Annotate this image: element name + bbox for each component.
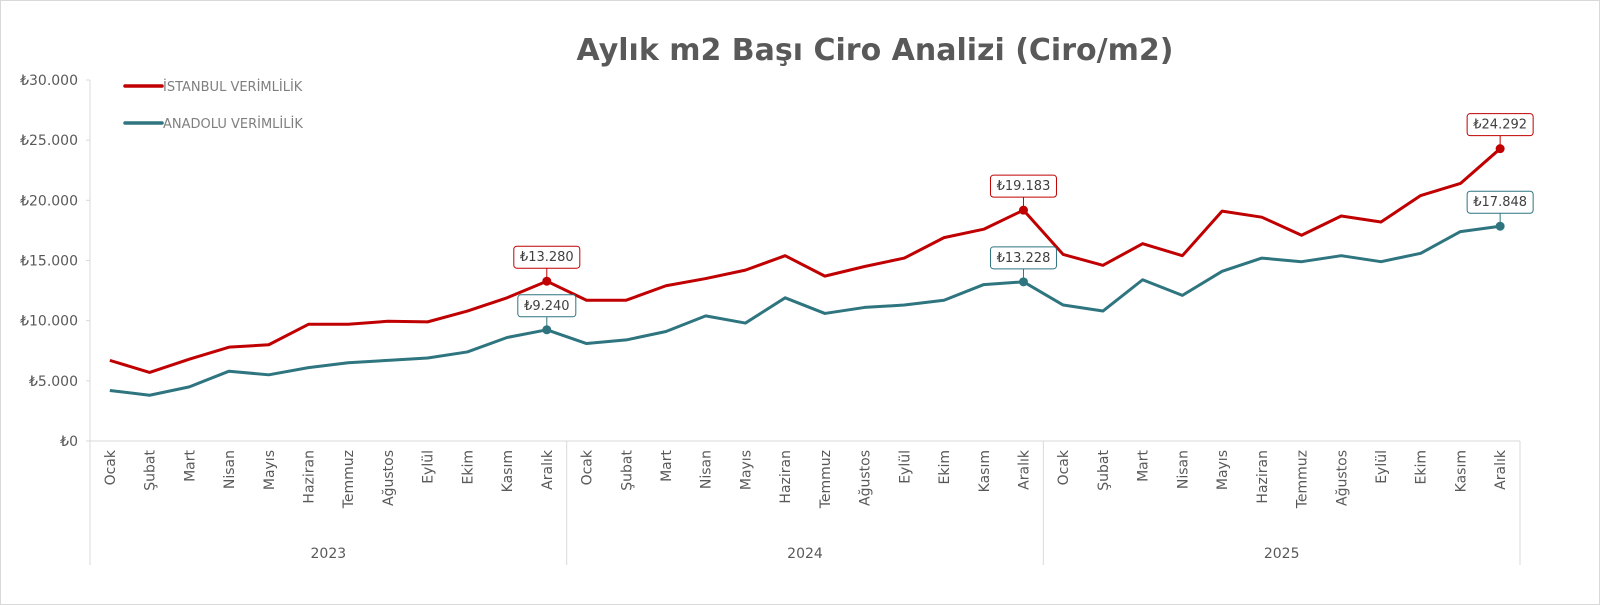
- x-tick-label: Ağustos: [858, 450, 874, 506]
- data-label: ₺19.183: [997, 179, 1051, 194]
- x-tick-label: Temmuz: [341, 450, 357, 509]
- x-tick-label: Şubat: [143, 449, 159, 490]
- x-tick-label: Haziran: [778, 450, 794, 504]
- x-year-label: 2023: [311, 546, 347, 562]
- x-tick-label: Nisan: [1175, 450, 1191, 489]
- x-tick-label: Ocak: [580, 449, 596, 485]
- x-tick-label: Mart: [182, 449, 198, 481]
- data-label-box: [989, 246, 1057, 270]
- y-tick-label: ₺10.000: [20, 314, 78, 330]
- data-label-box: [1466, 190, 1534, 214]
- x-tick-label: Aralık: [1493, 449, 1509, 490]
- x-tick-label: Aralık: [1016, 449, 1032, 490]
- x-tick-label: Temmuz: [1295, 450, 1311, 509]
- legend-label: İSTANBUL VERİMLİLİK: [163, 79, 303, 95]
- y-tick-label: ₺25.000: [20, 133, 78, 149]
- x-tick-label: Kasım: [500, 450, 516, 492]
- x-year-label: 2025: [1264, 546, 1300, 562]
- data-label: ₺13.280: [520, 250, 574, 265]
- data-label: ₺17.848: [1473, 195, 1527, 210]
- x-tick-label: Mart: [1136, 449, 1152, 481]
- legend-label: ANADOLU VERİMLİLİK: [163, 116, 303, 132]
- y-tick-label: ₺20.000: [20, 193, 78, 209]
- x-tick-label: Ocak: [103, 449, 119, 485]
- x-year-label: 2024: [787, 546, 823, 562]
- data-label-box: [517, 294, 577, 318]
- data-label-box: [513, 245, 581, 269]
- data-label: ₺13.228: [997, 251, 1051, 266]
- x-tick-label: Ağustos: [1334, 450, 1350, 506]
- x-tick-label: Eylül: [1374, 450, 1390, 484]
- data-label-box: [989, 174, 1057, 198]
- data-label-box: [1466, 113, 1534, 137]
- x-tick-label: Ekim: [460, 450, 476, 484]
- y-tick-label: ₺30.000: [20, 73, 78, 89]
- x-tick-label: Aralık: [540, 449, 556, 490]
- y-tick-label: ₺15.000: [20, 254, 78, 270]
- chart-title: Aylık m2 Başı Ciro Analizi (Ciro/m2): [577, 33, 1174, 68]
- x-tick-label: Ocak: [1056, 449, 1072, 485]
- x-tick-label: Mayıs: [262, 450, 278, 490]
- x-tick-label: Ekim: [937, 450, 953, 484]
- x-tick-label: Nisan: [699, 450, 715, 489]
- x-tick-label: Mart: [659, 449, 675, 481]
- x-tick-label: Temmuz: [818, 450, 834, 509]
- x-tick-label: Nisan: [222, 450, 238, 489]
- x-tick-label: Eylül: [897, 450, 913, 484]
- x-tick-label: Şubat: [619, 449, 635, 490]
- x-tick-label: Ağustos: [381, 450, 397, 506]
- x-tick-label: Kasım: [977, 450, 993, 492]
- x-tick-label: Kasım: [1453, 450, 1469, 492]
- x-tick-label: Mayıs: [738, 450, 754, 490]
- series-line-istanbul: [109, 147, 1502, 374]
- y-tick-label: ₺5.000: [29, 374, 78, 390]
- x-tick-label: Eylül: [421, 450, 437, 484]
- data-label: ₺9.240: [524, 299, 570, 314]
- x-tick-label: Haziran: [1255, 450, 1271, 504]
- series-line-anadolu: [109, 224, 1501, 397]
- x-tick-label: Ekim: [1414, 450, 1430, 484]
- data-label: ₺24.292: [1473, 118, 1527, 133]
- x-tick-label: Mayıs: [1215, 450, 1231, 490]
- x-tick-label: Şubat: [1096, 449, 1112, 490]
- y-tick-label: ₺0: [60, 434, 78, 450]
- x-tick-label: Haziran: [301, 450, 317, 504]
